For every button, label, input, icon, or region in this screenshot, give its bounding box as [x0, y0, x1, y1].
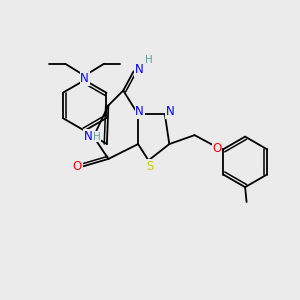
Text: O: O [73, 160, 82, 173]
Text: H: H [93, 132, 101, 142]
Text: N: N [84, 130, 93, 143]
Text: O: O [212, 142, 221, 155]
Text: N: N [166, 105, 175, 118]
Text: N: N [80, 72, 89, 85]
Text: H: H [145, 55, 152, 65]
Text: N: N [135, 63, 143, 76]
Text: S: S [146, 160, 154, 173]
Text: N: N [135, 105, 144, 118]
